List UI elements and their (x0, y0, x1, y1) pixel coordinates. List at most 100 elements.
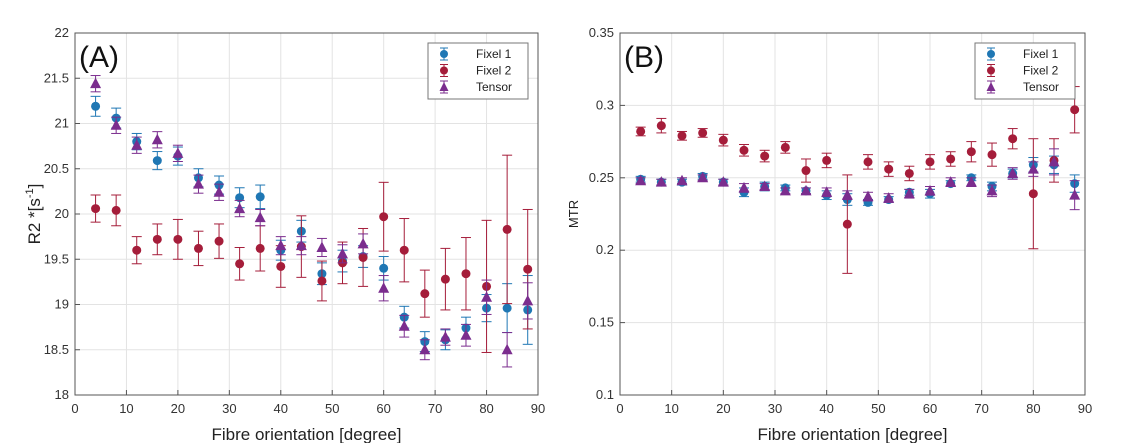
data-point (739, 145, 749, 155)
x-tick-label: 20 (716, 401, 730, 416)
data-point (378, 282, 390, 293)
data-point (461, 269, 471, 279)
data-point (945, 176, 957, 187)
data-point (946, 154, 956, 164)
x-tick-label: 70 (428, 401, 442, 416)
data-point (255, 243, 265, 253)
data-point (192, 178, 204, 189)
x-tick-label: 10 (664, 401, 678, 416)
data-point (337, 247, 349, 259)
y-tick-label: 19.5 (44, 251, 69, 266)
data-point (357, 237, 369, 249)
data-point (523, 264, 533, 274)
data-point (213, 186, 225, 197)
data-point (655, 176, 667, 187)
data-point (254, 211, 266, 223)
y-tick-label: 20 (55, 206, 69, 221)
data-point (420, 289, 430, 299)
data-point (841, 189, 853, 200)
data-point (358, 252, 368, 262)
y-tick-label: 19 (55, 297, 69, 312)
legend-marker (439, 82, 449, 91)
data-point (193, 243, 203, 253)
legend-label: Fixel 2 (1023, 64, 1059, 78)
legend-label: Tensor (1023, 80, 1059, 94)
data-point (276, 261, 286, 271)
data-point (904, 168, 914, 178)
data-point (90, 77, 102, 89)
x-tick-label: 60 (923, 401, 937, 416)
data-point (172, 147, 184, 158)
y-tick-label: 18 (55, 387, 69, 402)
data-point (718, 135, 728, 145)
series-tensor (635, 148, 1081, 211)
data-point (1048, 155, 1060, 167)
data-point (132, 245, 142, 255)
y-tick-label: 0.15 (589, 315, 614, 330)
data-point (677, 131, 687, 141)
legend-marker (440, 66, 448, 75)
data-point (636, 126, 646, 136)
legend-marker (987, 66, 995, 75)
data-point (924, 184, 936, 196)
y-tick-label: 22 (55, 25, 69, 40)
data-point (779, 184, 791, 196)
data-point (759, 180, 771, 191)
data-point (1007, 167, 1019, 178)
x-tick-label: 30 (222, 401, 236, 416)
x-tick-label: 80 (1026, 401, 1040, 416)
data-point (255, 192, 265, 202)
data-point (925, 157, 935, 167)
data-point (884, 164, 894, 174)
y-tick-label: 0.3 (596, 97, 614, 112)
data-point (717, 176, 729, 187)
data-point (234, 202, 246, 214)
data-point (152, 156, 162, 166)
legend-label: Fixel 1 (476, 47, 512, 61)
data-point (275, 239, 287, 251)
data-point (295, 239, 307, 251)
data-point (419, 343, 431, 355)
data-point (800, 184, 812, 196)
data-point (501, 343, 513, 355)
data-point (460, 329, 472, 340)
y-tick-label: 18.5 (44, 342, 69, 357)
data-point (966, 147, 976, 157)
x-tick-label: 60 (376, 401, 390, 416)
x-axis-label: Fibre orientation [degree] (212, 425, 402, 443)
legend-label: Tensor (476, 80, 512, 94)
data-point (863, 157, 873, 167)
x-axis-label: Fibre orientation [degree] (758, 425, 948, 443)
data-point (821, 186, 833, 197)
data-point (110, 119, 122, 130)
data-point (656, 121, 666, 131)
data-point (986, 184, 998, 196)
y-tick-label: 21.5 (44, 70, 69, 85)
x-tick-label: 90 (531, 401, 545, 416)
y-tick-label: 21 (55, 116, 69, 131)
data-point (738, 181, 750, 193)
data-point (965, 176, 977, 187)
panel-label: (B) (624, 41, 664, 74)
data-point (439, 331, 451, 342)
data-point (635, 174, 647, 186)
x-tick-label: 30 (768, 401, 782, 416)
data-point (379, 263, 389, 273)
x-tick-label: 70 (974, 401, 988, 416)
data-point (91, 101, 101, 111)
y-tick-label: 0.35 (589, 25, 614, 40)
axes-box (619, 32, 1086, 396)
data-point (883, 192, 895, 203)
x-tick-label: 0 (71, 401, 78, 416)
data-point (1008, 134, 1018, 144)
data-point (1070, 105, 1080, 115)
data-point (801, 166, 811, 176)
data-point (1027, 163, 1039, 174)
chart-panel-b: 0 10 20 30 40 50 60 70 80 90 0.1 0.15 0.2 0.25 0.3 0.35… (566, 25, 1092, 443)
x-tick-label: 90 (1078, 401, 1092, 416)
series-fixel2 (635, 86, 1080, 274)
x-tick-label: 40 (819, 401, 833, 416)
data-point (1069, 189, 1081, 200)
data-point (698, 128, 708, 138)
